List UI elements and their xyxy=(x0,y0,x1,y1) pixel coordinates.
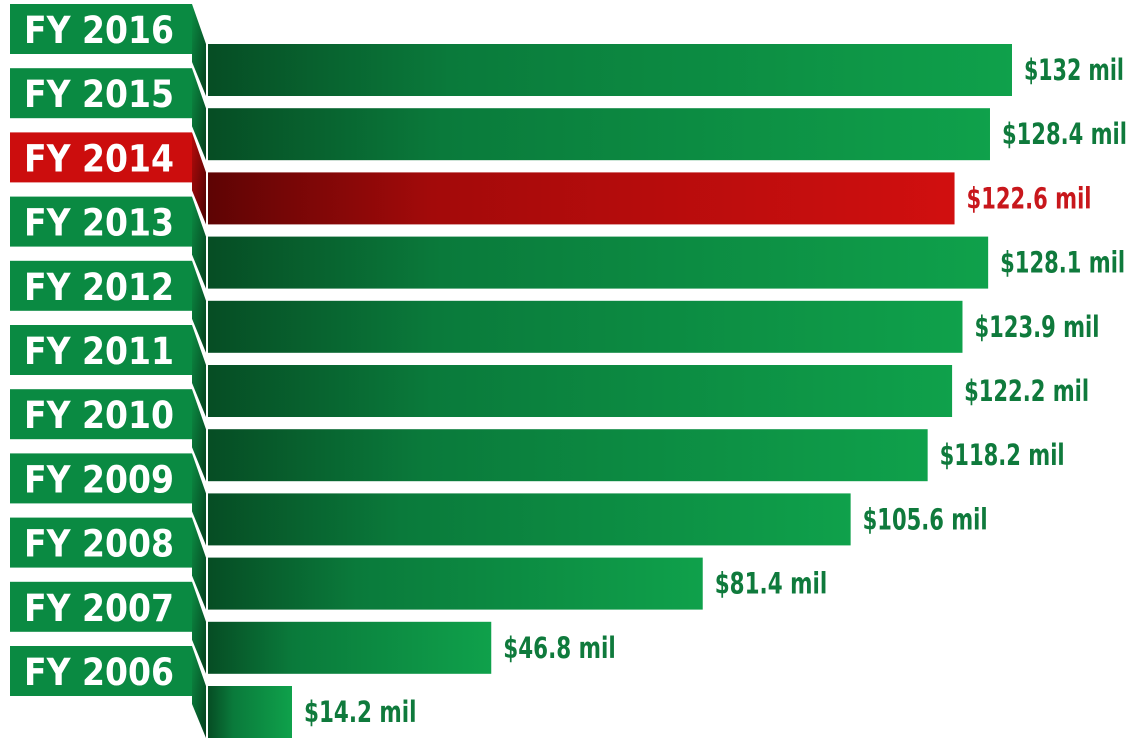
row-fy-2015: FY 2015 $128.4 mil xyxy=(10,68,1127,161)
category-label: FY 2013 xyxy=(24,202,174,245)
category-label: FY 2007 xyxy=(24,587,174,630)
value-label: $14.2 mil xyxy=(304,695,417,729)
value-label: $46.8 mil xyxy=(503,631,616,665)
fold-fy-2013 xyxy=(192,196,206,289)
value-label: $123.9 mil xyxy=(974,310,1099,344)
bar-fy-2014 xyxy=(208,172,955,225)
bar-fy-2012 xyxy=(208,300,963,353)
value-label: $118.2 mil xyxy=(940,438,1065,472)
fold-fy-2007 xyxy=(192,581,206,674)
row-fy-2008: FY 2008 $81.4 mil xyxy=(10,517,828,610)
row-fy-2009: FY 2009 $105.6 mil xyxy=(10,453,988,546)
category-label: FY 2016 xyxy=(24,9,174,52)
category-label: FY 2011 xyxy=(24,330,174,373)
row-fy-2014: FY 2014 $122.6 mil xyxy=(10,132,1092,225)
bar-fy-2011 xyxy=(208,365,953,417)
tab-fy-2009 xyxy=(10,453,192,504)
value-label: $122.6 mil xyxy=(967,181,1092,215)
fold-fy-2015 xyxy=(192,68,206,161)
category-label: FY 2006 xyxy=(24,651,174,694)
category-label: FY 2008 xyxy=(24,523,174,566)
tab-fy-2016 xyxy=(10,4,192,54)
tab-fy-2011 xyxy=(10,325,192,375)
fold-fy-2016 xyxy=(192,4,206,96)
category-label: FY 2009 xyxy=(24,458,174,501)
fold-fy-2008 xyxy=(192,517,206,610)
bar-fy-2010 xyxy=(208,429,928,482)
value-label: $122.2 mil xyxy=(964,374,1089,408)
row-fy-2013: FY 2013 $128.1 mil xyxy=(10,196,1125,289)
bar-fy-2006 xyxy=(208,686,292,738)
row-fy-2016: FY 2016 $132 mil xyxy=(10,4,1124,96)
tab-fy-2007 xyxy=(10,581,192,632)
chart-rows: FY 2006 $14.2 mil FY 2007 $46.8 mil FY 2008 $… xyxy=(10,4,1127,738)
tab-fy-2010 xyxy=(10,389,192,440)
fold-fy-2012 xyxy=(192,260,206,353)
row-fy-2012: FY 2012 $123.9 mil xyxy=(10,260,1099,353)
tab-fy-2006 xyxy=(10,646,192,696)
bar-fy-2007 xyxy=(208,621,492,674)
fold-fy-2010 xyxy=(192,389,206,482)
value-label: $81.4 mil xyxy=(715,567,828,601)
tab-fy-2014 xyxy=(10,132,192,183)
tab-fy-2012 xyxy=(10,260,192,311)
category-label: FY 2015 xyxy=(24,73,174,116)
value-label: $128.1 mil xyxy=(1000,246,1125,280)
value-label: $132 mil xyxy=(1024,53,1124,87)
fold-fy-2014 xyxy=(192,132,206,225)
bar-fy-2008 xyxy=(208,557,703,610)
category-label: FY 2010 xyxy=(24,394,174,437)
fold-fy-2006 xyxy=(192,646,206,738)
bar-fy-2016 xyxy=(208,44,1012,96)
value-label: $105.6 mil xyxy=(863,502,988,536)
fold-fy-2009 xyxy=(192,453,206,546)
bar-fy-2009 xyxy=(208,493,851,546)
tab-fy-2015 xyxy=(10,68,192,119)
category-label: FY 2014 xyxy=(24,137,174,180)
bar-fy-2013 xyxy=(208,236,989,289)
bar-fy-2015 xyxy=(208,108,990,161)
tab-fy-2013 xyxy=(10,196,192,247)
row-fy-2006: FY 2006 $14.2 mil xyxy=(10,646,417,738)
value-label: $128.4 mil xyxy=(1002,117,1127,151)
tab-fy-2008 xyxy=(10,517,192,568)
category-label: FY 2012 xyxy=(24,266,174,309)
row-fy-2007: FY 2007 $46.8 mil xyxy=(10,581,616,674)
fold-fy-2011 xyxy=(192,325,206,417)
row-fy-2010: FY 2010 $118.2 mil xyxy=(10,389,1065,482)
row-fy-2011: FY 2011 $122.2 mil xyxy=(10,325,1089,417)
